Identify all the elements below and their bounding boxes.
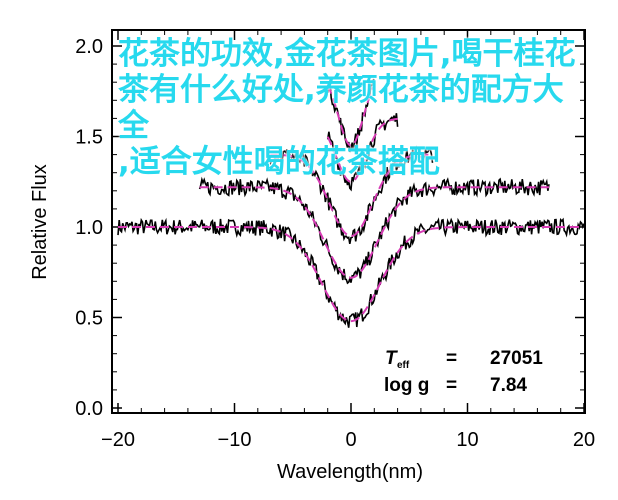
observed-spectrum-line-5	[326, 78, 375, 153]
y-tick-label: 2.0	[75, 36, 103, 58]
model-spectrum-line-2	[199, 186, 549, 279]
parameter-annotation: T eff = 27051 log g = 7.84	[384, 348, 543, 396]
overlay-text-line-1: 花茶的功效,金花茶图片,喝干桂花	[118, 36, 576, 72]
overlay-text-line-2: 茶有什么好处,养颜花茶的配方大全	[118, 72, 564, 144]
x-tick-label: 20	[573, 429, 595, 451]
x-tick-label: 10	[456, 429, 478, 451]
logg-label: log g	[384, 375, 429, 396]
y-tick-label: 1.5	[75, 127, 103, 149]
model-spectrum-line-5	[326, 84, 376, 147]
observed-spectrum-line-1	[117, 217, 585, 328]
logg-equals: =	[446, 375, 457, 396]
teff-equals: =	[446, 348, 457, 369]
observed-spectrum-line-3	[268, 145, 434, 245]
teff-label: T	[385, 348, 398, 369]
x-axis-label: Wavelength(nm)	[277, 461, 423, 483]
teff-subscript: eff	[397, 360, 410, 371]
overlay-text-line-3: ,适合女性喝的花茶搭配	[118, 144, 440, 180]
y-tick-label: 0.0	[75, 398, 103, 420]
plot-frame	[111, 29, 586, 414]
teff-value: 27051	[490, 348, 543, 369]
overlay-text: 花茶的功效,金花茶图片,喝干桂花 茶有什么好处,养颜花茶的配方大全 ,适合女性喝…	[118, 36, 580, 180]
y-tick-label: 1.0	[75, 217, 103, 239]
y-tick-label: 0.5	[75, 308, 103, 330]
y-axis-label: Relative Flux	[29, 164, 51, 280]
logg-value: 7.84	[490, 375, 527, 396]
x-tick-label: 0	[345, 429, 356, 451]
x-tick-label: −20	[101, 429, 135, 451]
x-tick-label: −10	[218, 429, 252, 451]
model-spectrum-line-4	[326, 117, 398, 183]
observed-spectrum-line-2	[198, 176, 550, 285]
model-spectrum-line-1	[118, 226, 584, 323]
